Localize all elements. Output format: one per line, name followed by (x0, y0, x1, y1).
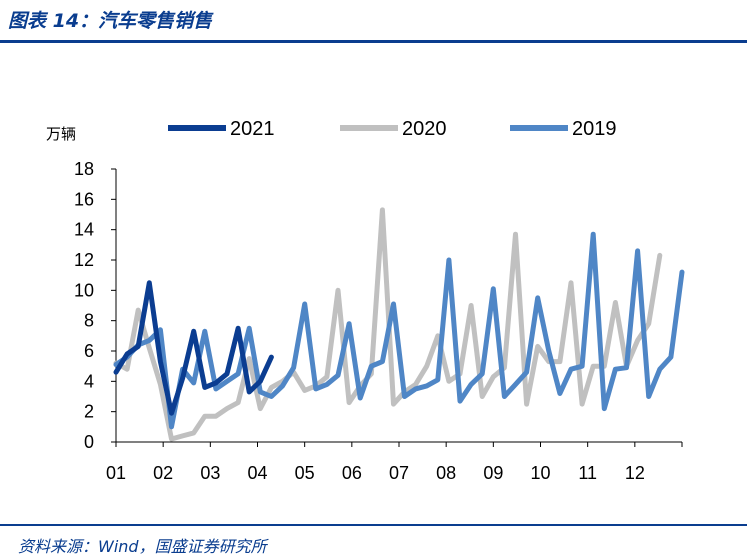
x-tick-label: 09 (483, 463, 503, 483)
y-tick-label: 16 (74, 189, 94, 209)
legend-label-2021: 2021 (230, 118, 275, 140)
x-tick-label: 02 (153, 463, 173, 483)
y-tick-label: 12 (74, 250, 94, 270)
y-axis-unit: 万辆 (46, 125, 76, 143)
x-tick-label: 04 (247, 463, 267, 483)
legend-label-2020: 2020 (402, 118, 447, 140)
y-axis: 0 2 4 6 8 10 12 14 16 18 (74, 159, 117, 452)
x-axis: 01 02 03 04 05 06 07 08 09 10 11 12 (106, 441, 683, 483)
series-line-2021 (113, 280, 274, 416)
x-tick-label: 07 (389, 463, 409, 483)
source-note: 资料来源：Wind，国盛证券研究所 (18, 537, 267, 556)
series-lines (113, 207, 685, 442)
footer-divider (0, 524, 747, 526)
y-tick-label: 6 (84, 341, 94, 361)
x-tick-label: 12 (625, 463, 645, 483)
x-tick-label: 03 (200, 463, 220, 483)
series-line-2020 (113, 207, 663, 442)
x-tick-label: 10 (530, 463, 550, 483)
x-tick-label: 01 (106, 463, 126, 483)
x-tick-label: 11 (578, 463, 597, 483)
y-tick-label: 14 (74, 220, 94, 240)
x-tick-label: 08 (436, 463, 456, 483)
title-divider (0, 40, 747, 43)
legend: 2021 2020 2019 (168, 118, 617, 140)
y-tick-label: 2 (84, 402, 94, 422)
x-tick-label: 06 (342, 463, 362, 483)
series-line-2019 (113, 231, 685, 430)
y-tick-label: 0 (84, 432, 94, 452)
y-tick-label: 10 (74, 280, 94, 300)
y-tick-label: 4 (84, 371, 94, 391)
x-tick-label: 05 (295, 463, 315, 483)
chart-title: 图表 14：汽车零售销售 (8, 10, 213, 32)
y-tick-label: 18 (74, 159, 94, 179)
y-tick-label: 8 (84, 311, 94, 331)
legend-label-2019: 2019 (572, 118, 617, 140)
